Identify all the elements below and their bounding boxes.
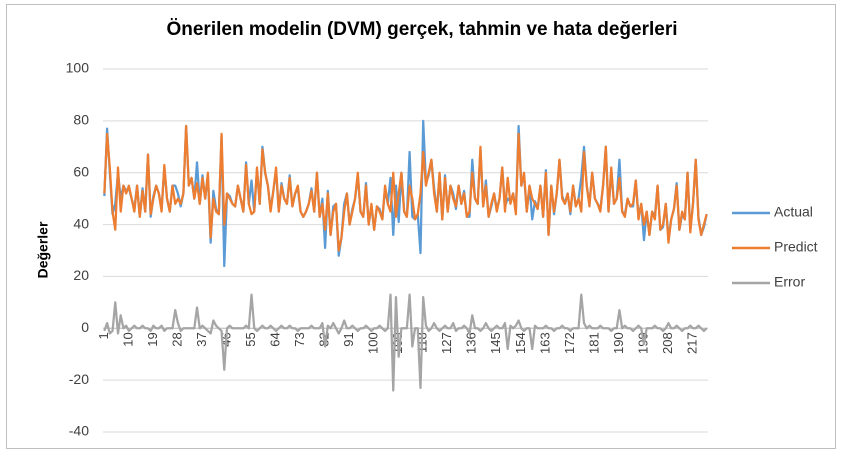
x-tick-label: 217 (684, 332, 699, 354)
x-tick-label: 55 (243, 332, 258, 346)
x-tick-label: 28 (169, 332, 184, 346)
legend-label: Actual (774, 204, 813, 220)
series-line (103, 293, 708, 392)
x-tick-label: 73 (292, 332, 307, 346)
x-tick-label: 163 (537, 332, 552, 354)
y-tick-label: 60 (73, 163, 89, 179)
x-tick-label: 91 (341, 332, 356, 346)
y-tick-label: 80 (73, 112, 89, 128)
x-tick-label: 100 (366, 332, 381, 354)
legend-label: Predict (774, 239, 818, 255)
x-tick-label: 127 (439, 332, 454, 354)
chart-title: Önerilen modelin (DVM) gerçek, tahmin ve… (166, 19, 677, 40)
x-tick-label: 154 (513, 332, 528, 354)
x-tick-label: 172 (562, 332, 577, 354)
x-tick-label: 64 (267, 332, 282, 346)
series-line (103, 124, 708, 252)
y-tick-label: 100 (66, 60, 90, 76)
y-axis-label: Değerler (35, 221, 51, 278)
x-tick-label: 145 (488, 332, 503, 354)
x-tick-label: 208 (660, 332, 675, 354)
y-tick-label: -20 (69, 371, 89, 387)
y-tick-label: 0 (81, 319, 89, 335)
x-tick-label: 19 (145, 332, 160, 346)
x-tick-label: 1 (96, 332, 111, 339)
legend-label: Error (774, 274, 805, 290)
x-tick-label: 181 (586, 332, 601, 354)
x-tick-label: 190 (611, 332, 626, 354)
x-tick-label: 37 (194, 332, 209, 346)
y-tick-label: 20 (73, 267, 89, 283)
x-tick-label: 10 (120, 332, 135, 346)
x-tick-label: 136 (464, 332, 479, 354)
y-tick-label: -40 (69, 423, 89, 439)
y-tick-label: 40 (73, 215, 89, 231)
